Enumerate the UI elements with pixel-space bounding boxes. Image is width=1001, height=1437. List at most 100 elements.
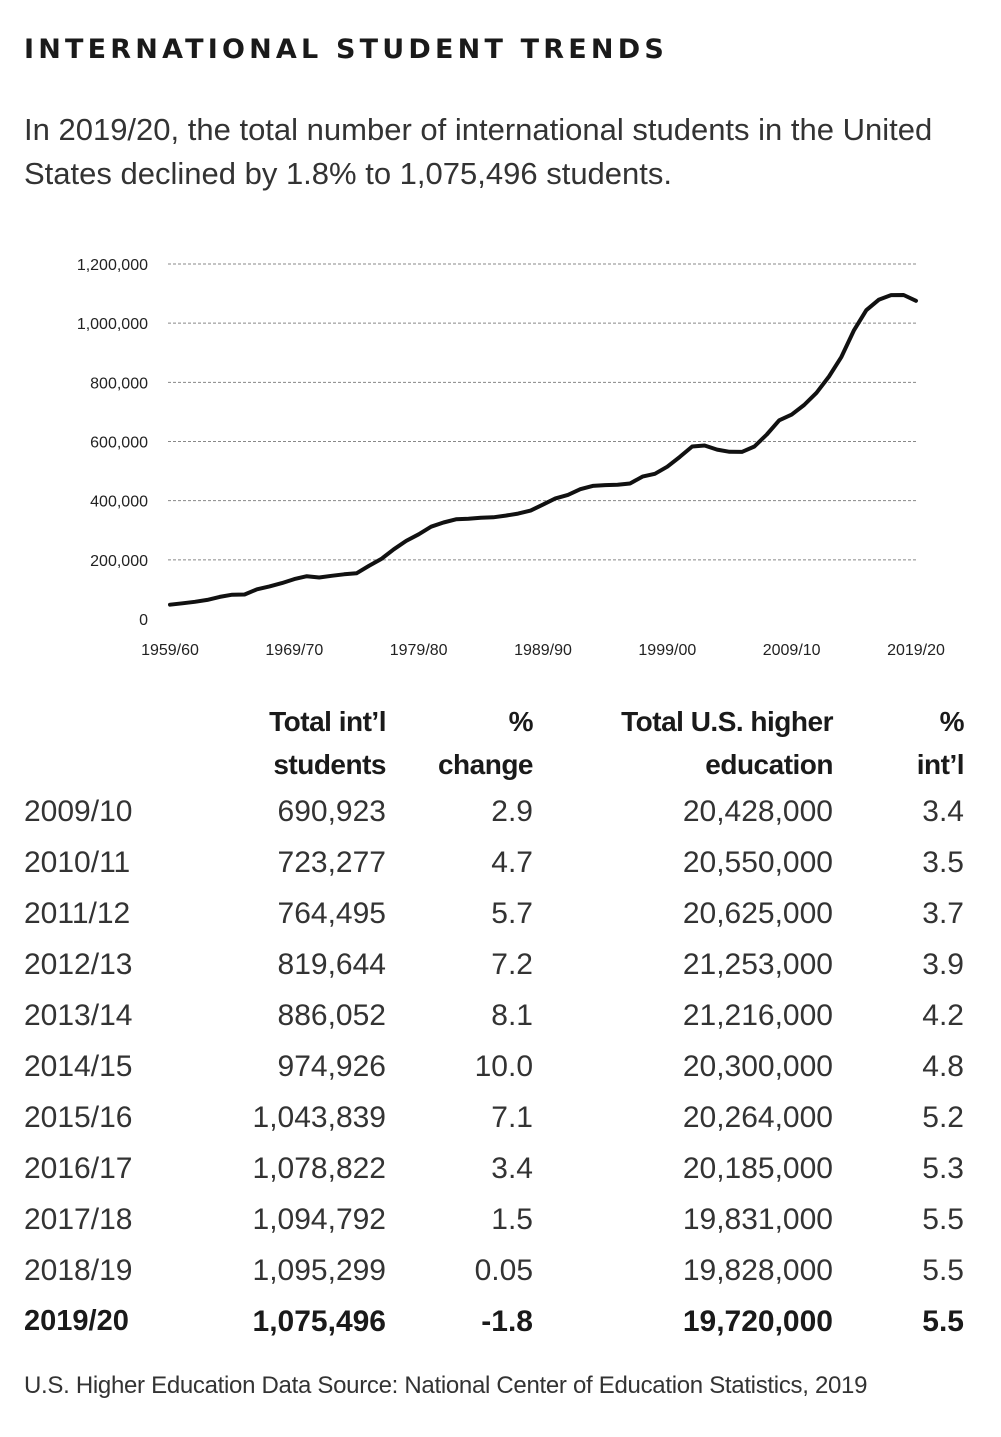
enrollment-table: Total int’l students % change Total U.S. h… [24, 692, 965, 1347]
cell-year: 2017/18 [24, 1202, 133, 1236]
cell-year: 2013/14 [24, 998, 133, 1032]
y-tick-label: 400,000 [90, 494, 148, 511]
line-chart: 0 200,000 400,000 600,000 800,000 1,000,000 1,… [77, 257, 945, 659]
header-total-us-higher-ed-label: Total U.S. higher education [621, 706, 833, 780]
table-row: 2013/14 886,052 8.1 21,216,000 4.2 [24, 990, 964, 1041]
table-body: 2009/10 690,923 2.9 20,428,000 3.4 2010/11 72… [24, 786, 964, 1347]
cell-pct-intl: 3.9 [922, 947, 964, 981]
table-row: 2014/15 974,926 10.0 20,300,000 4.8 [24, 1041, 964, 1092]
y-tick-label: 600,000 [90, 435, 148, 452]
table-row: 2016/17 1,078,822 3.4 20,185,000 5.3 [24, 1143, 964, 1194]
cell-total-intl: 1,094,792 [252, 1202, 386, 1236]
y-tick-label: 0 [139, 612, 148, 629]
cell-total-us: 19,831,000 [682, 1202, 833, 1236]
header-pct-change-label: % change [437, 706, 534, 780]
chart-subtitle: In 2019/20, the total number of internat… [24, 112, 933, 191]
cell-pct-change: 7.1 [491, 1100, 533, 1134]
table-row: 2017/18 1,094,792 1.5 19,831,000 5.5 [24, 1194, 964, 1245]
cell-pct-intl: 5.2 [922, 1100, 964, 1134]
header-pct-intl-label: % int’l [916, 706, 965, 780]
x-axis-tick-labels: 1959/60 1969/70 1979/80 1989/90 1999/00 2009/… [141, 642, 945, 659]
cell-year: 2019/20 [24, 1305, 129, 1337]
table-row: 2011/12 764,495 5.7 20,625,000 3.7 [24, 888, 964, 939]
cell-pct-change: 7.2 [491, 947, 533, 981]
cell-pct-intl: 5.5 [922, 1253, 964, 1287]
header-pct-intl: % int’l [833, 692, 965, 786]
cell-pct-change: 1.5 [491, 1202, 533, 1236]
cell-pct-intl: 3.4 [922, 794, 964, 828]
cell-pct-intl: 4.2 [922, 998, 964, 1032]
y-tick-label: 1,200,000 [77, 257, 148, 274]
y-tick-label: 800,000 [90, 375, 148, 392]
cell-pct-intl: 4.8 [922, 1049, 964, 1083]
x-tick-label: 2009/10 [763, 642, 821, 659]
cell-year: 2010/11 [24, 845, 131, 879]
cell-pct-change: 10.0 [474, 1049, 533, 1083]
y-axis-tick-labels: 0 200,000 400,000 600,000 800,000 1,000,000 1,… [77, 257, 148, 629]
cell-total-us: 19,828,000 [682, 1253, 833, 1287]
header-total-intl-students: Total int’l students [214, 692, 386, 786]
table-row: 2012/13 819,644 7.2 21,253,000 3.9 [24, 939, 964, 990]
cell-total-intl: 1,043,839 [252, 1100, 386, 1134]
cell-pct-change: 4.7 [491, 845, 533, 879]
cell-pct-intl: 3.5 [922, 845, 964, 879]
series-line [168, 293, 918, 607]
cell-pct-change: 2.9 [491, 794, 533, 828]
cell-pct-intl: 5.5 [922, 1304, 964, 1338]
cell-total-intl: 1,078,822 [252, 1151, 386, 1185]
x-tick-label: 1959/60 [141, 642, 199, 659]
cell-total-us: 20,264,000 [682, 1100, 833, 1134]
cell-pct-intl: 5.5 [922, 1202, 964, 1236]
cell-year: 2016/17 [24, 1151, 133, 1185]
cell-year: 2012/13 [24, 947, 133, 981]
cell-pct-change: 8.1 [491, 998, 533, 1032]
cell-year: 2015/16 [24, 1100, 133, 1134]
series-layer [168, 293, 918, 607]
gridlines [168, 263, 918, 561]
header-year [24, 692, 214, 786]
cell-total-us: 20,428,000 [682, 794, 833, 828]
table-row: 2009/10 690,923 2.9 20,428,000 3.4 [24, 786, 964, 837]
cell-year: 2018/19 [24, 1253, 133, 1287]
cell-total-intl: 819,644 [277, 947, 386, 981]
cell-pct-change: -1.8 [481, 1304, 533, 1338]
cell-pct-change: 5.7 [491, 896, 533, 930]
cell-total-intl: 886,052 [277, 998, 386, 1032]
cell-year: 2009/10 [24, 794, 133, 828]
table-row: 2015/16 1,043,839 7.1 20,264,000 5.2 [24, 1092, 964, 1143]
cell-pct-change: 3.4 [491, 1151, 533, 1185]
x-tick-label: 2019/20 [887, 642, 945, 659]
cell-total-intl: 723,277 [277, 845, 386, 879]
x-tick-label: 1969/70 [265, 642, 323, 659]
cell-total-us: 21,216,000 [682, 998, 833, 1032]
cell-total-us: 21,253,000 [682, 947, 833, 981]
x-tick-label: 1989/90 [514, 642, 572, 659]
header-pct-change: % change [386, 692, 534, 786]
cell-total-us: 20,300,000 [682, 1049, 833, 1083]
table-header-row: Total int’l students % change Total U.S. h… [24, 692, 964, 786]
table-row: 2018/19 1,095,299 0.05 19,828,000 5.5 [24, 1245, 964, 1296]
cell-total-us: 20,185,000 [682, 1151, 833, 1185]
cell-total-us: 20,550,000 [682, 845, 833, 879]
cell-total-us: 20,625,000 [682, 896, 833, 930]
cell-pct-change: 0.05 [474, 1253, 533, 1287]
y-tick-label: 1,000,000 [77, 316, 148, 333]
cell-total-intl: 974,926 [277, 1049, 386, 1083]
chart-heading: INTERNATIONAL STUDENT TRENDS [24, 34, 668, 65]
cell-total-intl: 1,095,299 [252, 1253, 386, 1287]
table-row: 2010/11 723,277 4.7 20,550,000 3.5 [24, 837, 964, 888]
cell-total-us: 19,720,000 [682, 1304, 833, 1338]
table-row-highlight: 2019/20 1,075,496 -1.8 19,720,000 5.5 [24, 1296, 964, 1347]
x-tick-label: 1999/00 [638, 642, 696, 659]
cell-total-intl: 1,075,496 [252, 1304, 386, 1338]
cell-pct-intl: 5.3 [922, 1151, 964, 1185]
header-total-us-higher-ed: Total U.S. higher education [533, 692, 833, 786]
cell-year: 2014/15 [24, 1049, 133, 1083]
header-total-intl-students-label: Total int’l students [269, 706, 386, 780]
x-tick-label: 1979/80 [390, 642, 448, 659]
data-source-note: U.S. Higher Education Data Source: Natio… [24, 1372, 868, 1399]
y-tick-label: 200,000 [90, 553, 148, 570]
cell-pct-intl: 3.7 [922, 896, 964, 930]
cell-total-intl: 690,923 [277, 794, 386, 828]
cell-year: 2011/12 [24, 896, 131, 930]
